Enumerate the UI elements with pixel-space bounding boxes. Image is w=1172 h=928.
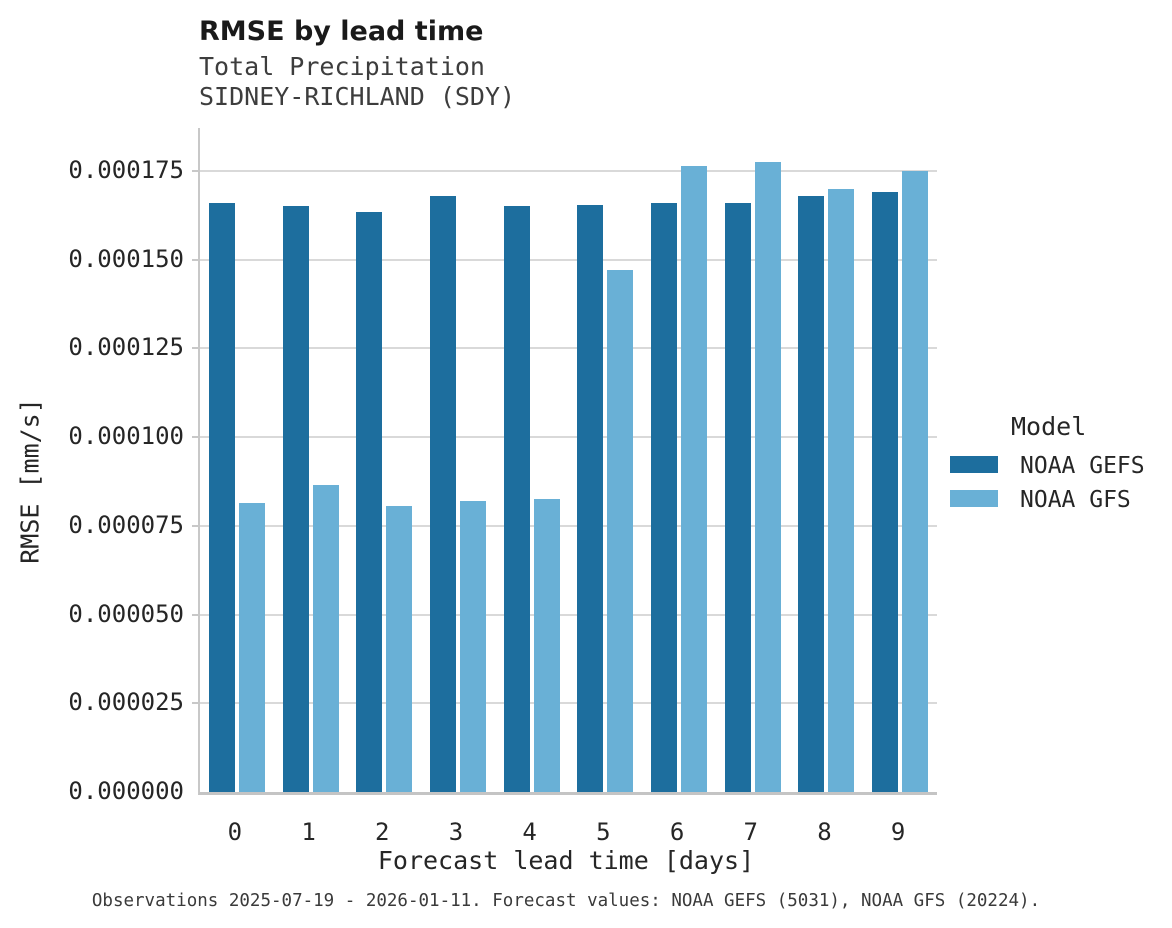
x-tick-label-4: 4 xyxy=(522,818,537,846)
y-tick-label-0.000050: 0.000050 xyxy=(68,599,184,628)
y-tick-label-0.000125: 0.000125 xyxy=(68,333,184,362)
bar-noaa-gfs-day-3 xyxy=(459,501,486,792)
gridline-0.000150 xyxy=(200,258,937,261)
x-tick-label-6: 6 xyxy=(669,818,685,846)
y-tick-label-0.000150: 0.000150 xyxy=(68,244,184,273)
bar-noaa-gefs-day-1 xyxy=(282,206,309,792)
x-tick-label-7: 7 xyxy=(743,818,758,846)
y-tick-label-0.000100: 0.000100 xyxy=(68,422,184,451)
gridline-0.000100 xyxy=(200,436,937,439)
legend-swatch-icon xyxy=(950,456,998,473)
bar-noaa-gefs-day-7 xyxy=(724,202,751,792)
bar-noaa-gfs-day-6 xyxy=(681,165,708,792)
bar-noaa-gfs-day-4 xyxy=(533,499,560,792)
gridline-0.000025 xyxy=(200,702,937,705)
legend-label: NOAA GEFS xyxy=(1020,453,1145,479)
bar-noaa-gefs-day-2 xyxy=(356,211,383,792)
bar-noaa-gefs-day-5 xyxy=(577,204,604,792)
bar-noaa-gefs-day-6 xyxy=(651,202,678,792)
x-tick-label-3: 3 xyxy=(448,818,464,846)
legend-title: Model xyxy=(1011,412,1087,441)
y-tick-label-0.000000: 0.000000 xyxy=(68,777,184,805)
legend-label: NOAA GFS xyxy=(1020,487,1131,513)
x-tick-label-5: 5 xyxy=(596,818,611,846)
chart-subtitle-variable: Total Precipitation xyxy=(199,52,485,81)
gridline-0.000125 xyxy=(200,347,937,350)
y-tick-mark xyxy=(192,524,198,527)
caption: Observations 2025-07-19 - 2026-01-11. Fo… xyxy=(91,891,1041,911)
y-tick-labels: 0.000000 0.000025 0.000050 0.000075 0.000100… xyxy=(0,0,184,928)
x-tick-label-8: 8 xyxy=(817,818,832,846)
gridline-0.000075 xyxy=(200,524,937,527)
x-tick-label-0: 0 xyxy=(227,818,243,846)
chart-subtitle-station: SIDNEY-RICHLAND (SDY) xyxy=(199,82,516,111)
y-tick-mark xyxy=(192,613,198,616)
y-tick-mark xyxy=(192,436,198,439)
x-tick-label-9: 9 xyxy=(890,818,906,846)
bar-noaa-gefs-day-4 xyxy=(503,206,530,792)
bar-noaa-gfs-day-8 xyxy=(828,188,855,792)
bar-noaa-gefs-day-9 xyxy=(872,192,899,792)
bar-noaa-gfs-day-7 xyxy=(754,162,781,792)
y-tick-mark xyxy=(192,169,198,172)
y-tick-label-0.000175: 0.000175 xyxy=(68,155,184,184)
plot-area xyxy=(192,128,937,795)
bar-noaa-gfs-day-9 xyxy=(902,170,929,792)
bar-noaa-gefs-day-3 xyxy=(429,195,456,792)
bar-noaa-gfs-day-2 xyxy=(386,506,413,792)
gridline-0.000175 xyxy=(200,169,937,172)
y-tick-label-0.000025: 0.000025 xyxy=(68,688,184,717)
bar-noaa-gfs-day-0 xyxy=(238,502,265,792)
gridline-0.000050 xyxy=(200,613,937,616)
x-tick-label-2: 2 xyxy=(375,818,390,846)
y-tick-mark xyxy=(192,347,198,350)
x-tick-label-1: 1 xyxy=(301,818,316,846)
bar-noaa-gfs-day-5 xyxy=(607,270,634,792)
legend-swatch-icon xyxy=(950,490,998,507)
y-tick-mark xyxy=(192,258,198,261)
bar-noaa-gefs-day-8 xyxy=(798,195,825,792)
y-tick-mark xyxy=(192,702,198,705)
x-axis-title: Forecast lead time [days] xyxy=(377,846,755,875)
bar-noaa-gefs-day-0 xyxy=(208,202,235,792)
y-tick-label-0.000075: 0.000075 xyxy=(68,510,184,539)
bar-noaa-gfs-day-1 xyxy=(312,485,339,792)
chart-title: RMSE by lead time xyxy=(199,16,484,47)
